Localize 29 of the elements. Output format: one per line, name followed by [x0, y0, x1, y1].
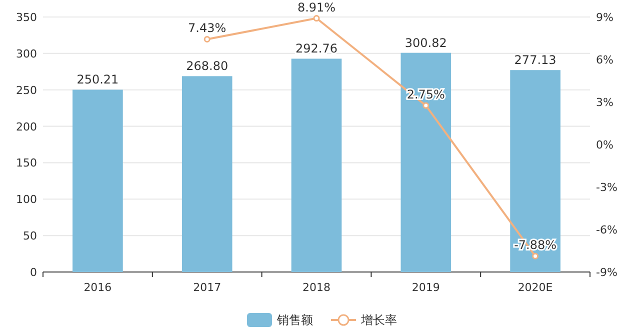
ytick: 250	[16, 84, 37, 97]
legend-label: 增长率	[360, 313, 397, 327]
ytick: 300	[16, 47, 37, 60]
data-label: 300.82	[404, 36, 447, 50]
data-label: 292.76	[296, 42, 338, 56]
xtick: 2017	[193, 281, 222, 294]
ytick: 100	[16, 193, 37, 206]
data-label: 8.91%	[297, 0, 336, 14]
y2tick: 9%	[596, 11, 614, 24]
data-label: 277.13	[514, 53, 556, 68]
y2tick: -3%	[596, 181, 618, 194]
data-label: 7.43%	[188, 21, 226, 36]
xtick: 2016	[84, 281, 112, 294]
ytick: 350	[16, 11, 37, 24]
y2tick: 6%	[596, 54, 614, 66]
xtick: 2020E	[518, 281, 553, 294]
data-label: 268.80	[186, 59, 228, 74]
data-label: 250.21	[76, 72, 119, 87]
xtick: 2019	[412, 281, 440, 294]
ytick: 150	[16, 156, 37, 170]
xtick: 2018	[302, 281, 330, 294]
y2tick: 3%	[596, 96, 614, 109]
legend-label: 销售额	[276, 313, 313, 327]
ytick: 50	[23, 230, 37, 243]
ytick: 200	[16, 120, 37, 134]
y2tick: 0%	[596, 138, 614, 152]
ytick: 0	[30, 266, 37, 279]
y2tick: -6%	[596, 224, 618, 236]
y2tick: -9%	[596, 266, 618, 279]
